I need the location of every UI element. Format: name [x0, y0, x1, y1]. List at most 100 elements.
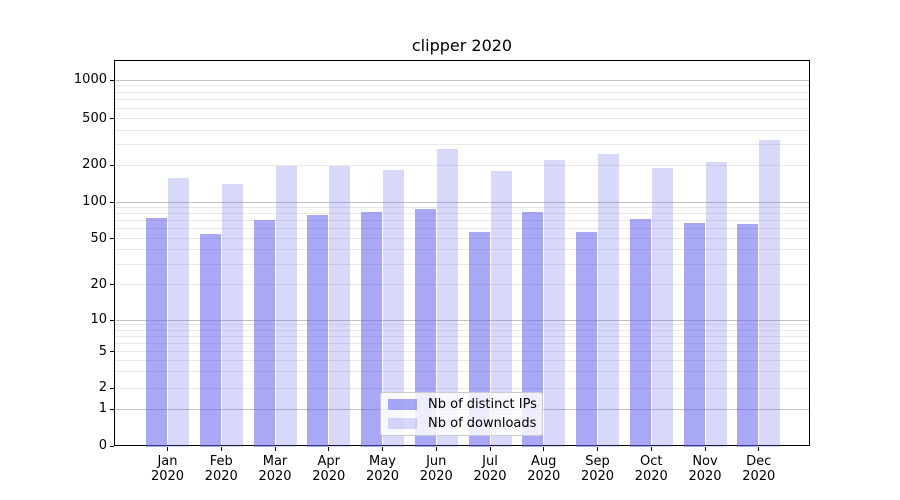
- plot-area: 0 1 2 5 10 20 50 100 200 500 1000 Jan 2020 Feb 2020 Mar…: [74, 60, 810, 484]
- x-tick-label-nov: Nov 2020: [688, 454, 722, 484]
- y-tick-10: [110, 319, 114, 321]
- bar-downloads-dec: [759, 140, 781, 447]
- legend-swatch-downloads: [388, 418, 417, 429]
- gridlines-layer: [115, 61, 809, 445]
- gridline-200: [115, 164, 809, 166]
- bar-downloads-nov: [705, 161, 727, 447]
- gridline-40: [115, 249, 809, 251]
- bars-layer: [115, 61, 809, 447]
- y-tick-5: [110, 351, 114, 352]
- x-tick-nov: [704, 447, 706, 451]
- x-tick-jun: [435, 447, 437, 451]
- y-tick-label-20: 20: [90, 276, 107, 292]
- gridline-8: [115, 329, 809, 331]
- bar-downloads-jun: [436, 149, 458, 447]
- gridline-800: [115, 91, 809, 93]
- bar-ips-jan: [146, 217, 167, 447]
- bar-ips-aug: [522, 212, 544, 447]
- gridline-400: [115, 129, 809, 131]
- y-tick-50: [110, 238, 114, 239]
- bar-downloads-apr: [329, 165, 351, 447]
- bar-downloads-jul: [490, 170, 512, 447]
- gridline-300: [115, 144, 809, 146]
- gridline-5: [115, 351, 809, 352]
- bar-ips-nov: [683, 223, 705, 447]
- y-tick-20: [110, 284, 114, 285]
- bar-ips-mar: [253, 220, 275, 447]
- y-tick-label-5: 5: [98, 343, 107, 359]
- gridline-50: [115, 238, 809, 239]
- x-tick-mar: [274, 447, 276, 451]
- gridline-700: [115, 99, 809, 101]
- y-tick-500: [110, 118, 114, 120]
- x-tick-label-jul: Jul 2020: [473, 454, 507, 484]
- legend-swatch-ips: [388, 399, 417, 410]
- gridline-3: [115, 371, 809, 373]
- x-tick-apr: [328, 447, 330, 451]
- y-tick-1: [110, 408, 114, 410]
- gridline-10: [115, 319, 809, 321]
- bar-ips-oct: [629, 218, 651, 447]
- bar-ips-may: [361, 212, 382, 447]
- x-tick-jul: [489, 447, 491, 451]
- y-tick-label-100: 100: [82, 194, 107, 209]
- y-tick-200: [110, 164, 114, 166]
- x-tick-aug: [543, 447, 545, 451]
- gridline-600: [115, 108, 809, 110]
- gridline-1000: [115, 79, 809, 81]
- x-tick-label-aug: Aug 2020: [527, 454, 561, 484]
- y-tick-0: [110, 445, 114, 447]
- legend-label-downloads: Nb of downloads: [428, 415, 537, 431]
- bar-downloads-sep: [598, 153, 619, 447]
- x-tick-label-apr: Apr 2020: [312, 454, 346, 484]
- gridline-60: [115, 228, 809, 230]
- x-tick-sep: [597, 447, 598, 451]
- x-tick-feb: [220, 447, 222, 451]
- bar-ips-jun: [414, 208, 436, 447]
- x-tick-jan: [167, 447, 168, 451]
- legend-item-ips: Nb of distinct IPs: [388, 396, 537, 413]
- gridline-80: [115, 213, 809, 215]
- y-tick-100: [110, 201, 114, 203]
- bar-downloads-jan: [168, 178, 189, 447]
- chart-title: clipper 2020: [411, 36, 513, 55]
- bar-ips-sep: [576, 231, 597, 447]
- x-tick-label-jun: Jun 2020: [419, 454, 453, 484]
- gridline-70: [115, 220, 809, 222]
- axes-layer: 0 1 2 5 10 20 50 100 200 500 1000 Jan 2020 Feb 2020 Mar…: [74, 61, 809, 484]
- y-tick-label-0: 0: [98, 438, 107, 453]
- bar-downloads-may: [383, 169, 404, 447]
- bar-downloads-mar: [275, 166, 297, 447]
- gridline-500: [115, 118, 809, 120]
- x-tick-may: [382, 447, 383, 451]
- bar-ips-apr: [307, 215, 329, 447]
- x-tick-label-feb: Feb 2020: [204, 454, 238, 484]
- x-tick-label-jan: Jan 2020: [150, 454, 185, 484]
- gridline-7: [115, 335, 809, 337]
- y-tick-label-1: 1: [98, 401, 107, 416]
- y-tick-label-1000: 1000: [73, 72, 107, 87]
- gridline-6: [115, 342, 809, 344]
- y-tick-label-10: 10: [90, 312, 107, 327]
- y-tick-2: [110, 387, 114, 389]
- y-tick-label-200: 200: [82, 157, 107, 173]
- bar-downloads-feb: [221, 183, 243, 447]
- legend: Nb of distinct IPs Nb of downloads: [380, 392, 543, 436]
- gridline-900: [115, 85, 809, 87]
- x-tick-label-dec: Dec 2020: [742, 454, 776, 484]
- x-tick-label-mar: Mar 2020: [258, 454, 292, 484]
- gridline-20: [115, 284, 809, 285]
- bar-downloads-oct: [651, 168, 673, 447]
- bar-downloads-aug: [544, 160, 566, 447]
- bar-ips-feb: [199, 234, 221, 447]
- legend-label-ips: Nb of distinct IPs: [428, 396, 537, 412]
- gridline-100: [115, 201, 809, 203]
- y-tick-label-500: 500: [82, 110, 107, 126]
- gridline-9: [115, 324, 809, 326]
- x-tick-label-sep: Sep 2020: [580, 454, 615, 484]
- gridline-4: [115, 359, 809, 361]
- x-tick-dec: [758, 447, 760, 451]
- x-tick-label-oct: Oct 2020: [634, 454, 668, 484]
- y-tick-1000: [110, 79, 114, 81]
